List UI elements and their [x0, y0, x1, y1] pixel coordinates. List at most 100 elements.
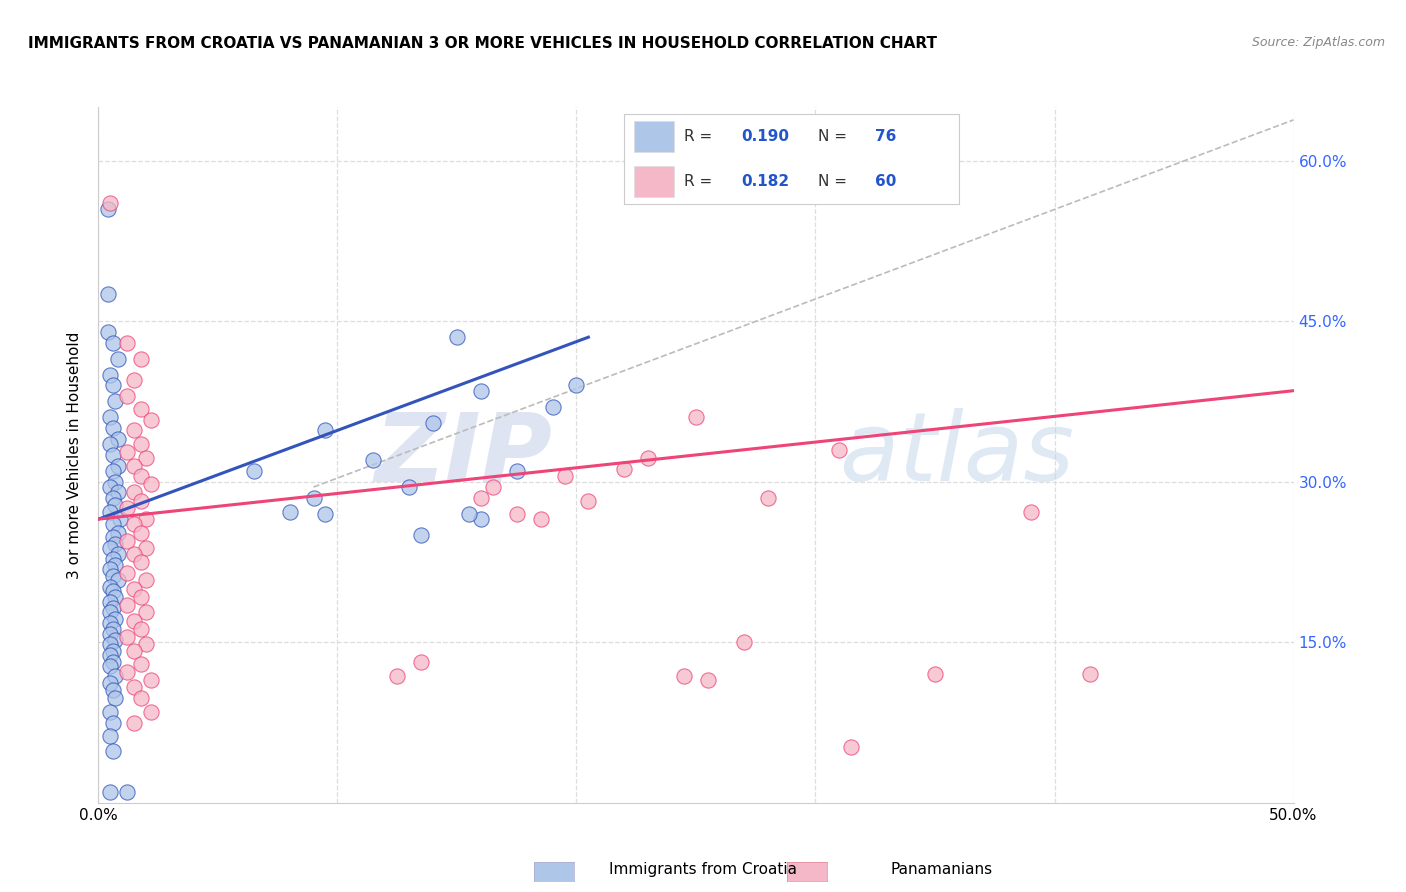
Point	[243, 464, 266, 478]
Point	[98, 505, 122, 519]
Point	[828, 442, 851, 457]
Point	[104, 537, 127, 551]
Point	[115, 665, 138, 680]
Point	[302, 491, 325, 505]
Point	[115, 785, 138, 799]
Point	[101, 421, 124, 435]
Point	[107, 548, 129, 562]
Point	[131, 690, 153, 705]
Point	[470, 512, 492, 526]
Point	[104, 591, 127, 605]
Text: Immigrants from Croatia: Immigrants from Croatia	[609, 863, 797, 877]
Point	[135, 512, 157, 526]
Point	[697, 673, 720, 687]
Point	[135, 605, 157, 619]
Point	[98, 580, 122, 594]
Point	[131, 401, 153, 416]
Point	[104, 669, 127, 683]
Point	[101, 517, 124, 532]
Text: IMMIGRANTS FROM CROATIA VS PANAMANIAN 3 OR MORE VEHICLES IN HOUSEHOLD CORRELATIO: IMMIGRANTS FROM CROATIA VS PANAMANIAN 3 …	[28, 36, 938, 51]
Point	[101, 378, 124, 392]
Point	[131, 657, 153, 671]
Point	[101, 744, 124, 758]
Point	[98, 594, 122, 608]
Point	[315, 507, 337, 521]
Point	[124, 715, 146, 730]
Point	[124, 373, 146, 387]
Point	[131, 437, 153, 451]
Point	[124, 582, 146, 596]
Point	[458, 507, 481, 521]
Point	[101, 335, 124, 350]
Point	[124, 644, 146, 658]
Point	[98, 705, 122, 719]
Point	[98, 480, 122, 494]
Point	[101, 644, 124, 658]
Point	[97, 287, 120, 301]
Point	[124, 423, 146, 437]
Point	[578, 494, 600, 508]
Point	[135, 541, 157, 555]
Point	[756, 491, 779, 505]
Point	[131, 623, 153, 637]
Point	[446, 330, 468, 344]
Point	[101, 464, 124, 478]
Point	[98, 676, 122, 690]
Point	[108, 512, 131, 526]
Point	[124, 614, 146, 628]
Point	[411, 655, 433, 669]
Point	[107, 458, 129, 473]
Point	[97, 202, 120, 216]
Point	[565, 378, 588, 392]
Point	[131, 555, 153, 569]
Point	[104, 612, 127, 626]
Point	[554, 469, 576, 483]
Point	[98, 541, 122, 555]
Point	[101, 583, 124, 598]
Point	[124, 485, 146, 500]
Point	[115, 389, 138, 403]
Point	[733, 635, 755, 649]
Point	[124, 458, 146, 473]
Point	[278, 505, 301, 519]
Point	[97, 325, 120, 339]
Point	[139, 412, 162, 426]
Point	[98, 615, 122, 630]
Point	[115, 598, 138, 612]
Point	[398, 480, 420, 494]
Point	[124, 517, 146, 532]
Point	[101, 601, 124, 615]
Point	[98, 626, 122, 640]
Point	[101, 623, 124, 637]
Point	[107, 526, 129, 541]
Point	[481, 480, 505, 494]
Point	[101, 530, 124, 544]
Point	[115, 566, 138, 580]
Point	[98, 437, 122, 451]
Point	[315, 423, 337, 437]
Point	[104, 633, 127, 648]
Point	[101, 491, 124, 505]
Point	[422, 416, 444, 430]
Point	[363, 453, 385, 467]
Point	[104, 690, 127, 705]
Point	[135, 637, 157, 651]
Point	[470, 384, 492, 398]
Text: Panamanians: Panamanians	[891, 863, 993, 877]
Point	[115, 335, 138, 350]
Point	[124, 548, 146, 562]
Point	[131, 526, 153, 541]
Point	[98, 637, 122, 651]
Point	[115, 630, 138, 644]
Point	[101, 448, 124, 462]
Point	[530, 512, 553, 526]
Point	[1080, 667, 1102, 681]
Point	[101, 715, 124, 730]
Point	[685, 410, 707, 425]
Point	[385, 669, 409, 683]
Point	[613, 462, 636, 476]
Point	[135, 573, 157, 587]
Point	[115, 444, 138, 458]
Point	[673, 669, 696, 683]
Point	[107, 573, 129, 587]
